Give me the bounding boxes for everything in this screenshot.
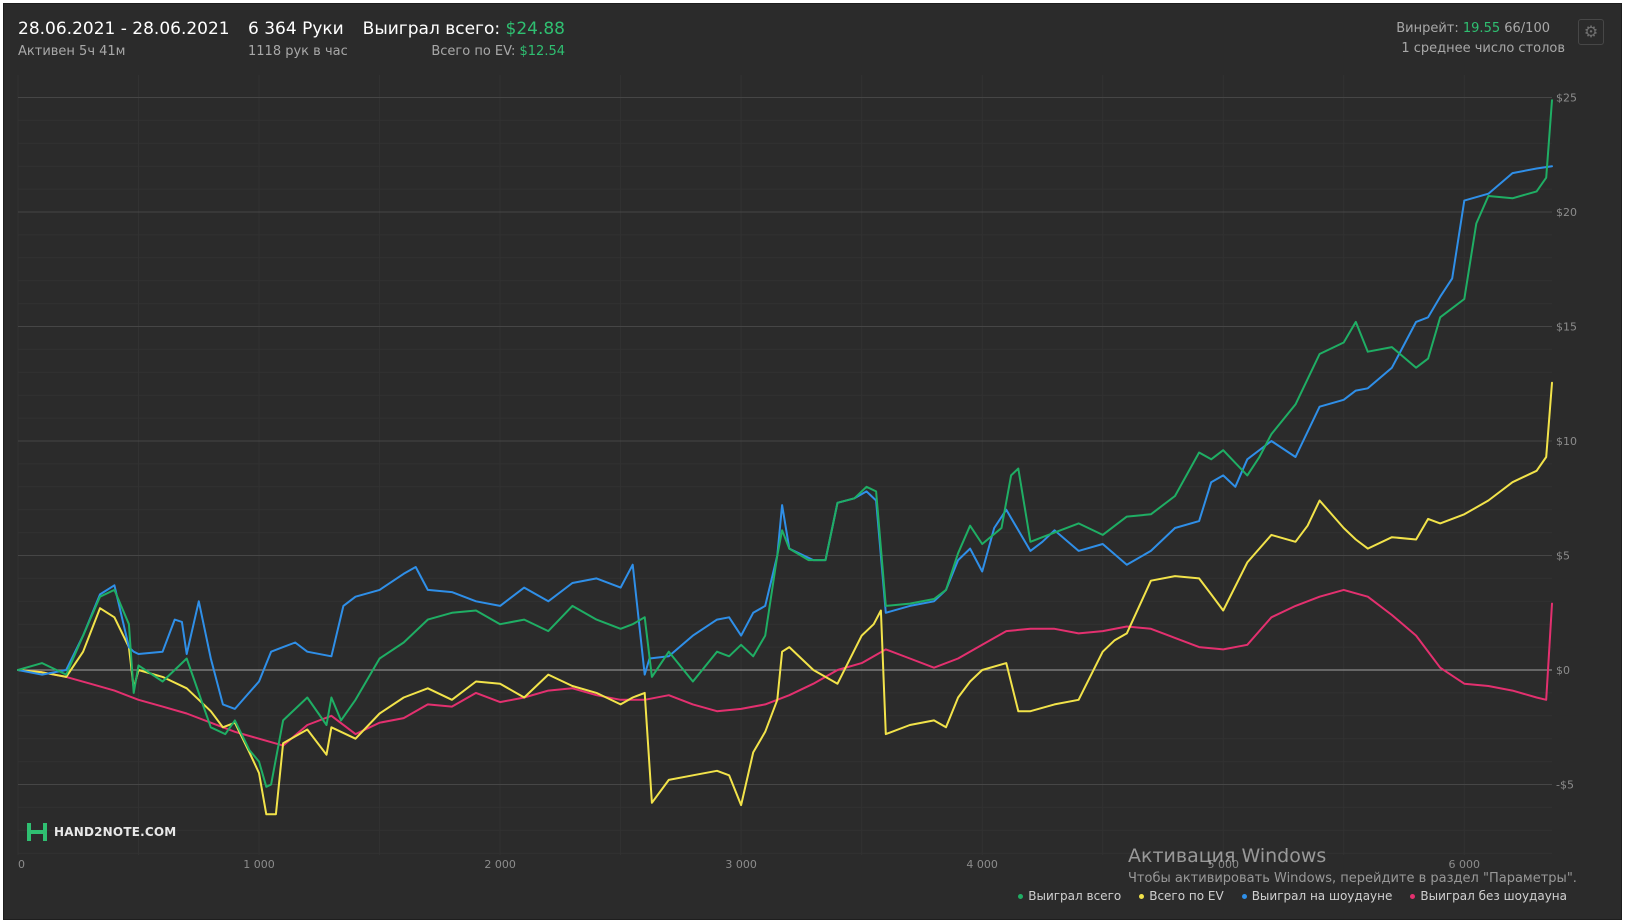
ev-total-value: $12.54 [519,44,566,59]
ev-total-label: Всего по EV: [431,44,516,59]
won-total-label: Выиграл всего: [362,19,501,39]
legend-label: Выиграл без шоудауна [1420,889,1567,903]
logo-text: HAND2NOTE.COM [54,825,177,839]
series-line-1 [17,381,1553,816]
x-tick-label: 3 000 [725,858,757,871]
legend-item-1[interactable]: Всего по EV [1139,889,1224,903]
chart-panel [3,3,1622,920]
y-tick-label: $20 [1556,206,1577,219]
windows-activation-text: Чтобы активировать Windows, перейдите в … [1128,871,1577,886]
windows-activation-title: Активация Windows [1128,845,1327,867]
x-tick-label: 6 000 [1449,858,1481,871]
x-tick-label: 0 [18,858,25,871]
average-tables: 1 среднее число столов [1401,41,1565,56]
series-line-2 [17,165,1553,710]
winrate-value: 19.55 [1462,21,1501,36]
x-tick-label: 4 000 [966,858,998,871]
y-tick-label: $5 [1556,550,1570,563]
x-tick-label: 5 000 [1207,858,1239,871]
won-total-summary: Выиграл всего: $24.88 [363,19,565,39]
x-tick-label: 1 000 [243,858,275,871]
x-tick-label: 2 000 [484,858,516,871]
ev-total-summary: Всего по EV: $12.54 [431,44,565,59]
gear-icon: ⚙ [1583,22,1599,41]
hand2note-logo-icon [27,823,47,841]
winrate-unit: 66/100 [1504,21,1550,36]
hand2note-logo: HAND2NOTE.COM [26,822,176,842]
series-line-0 [17,99,1553,788]
series-line-3 [17,588,1553,747]
winrate: Винрейт: 19.55 66/100 [1396,21,1550,36]
won-total-value: $24.88 [505,19,565,39]
settings-button[interactable]: ⚙ [1578,19,1604,45]
legend-item-0[interactable]: Выиграл всего [1018,889,1121,903]
legend-item-2[interactable]: Выиграл на шоудауне [1241,889,1393,903]
legend-label: Всего по EV [1149,889,1224,903]
legend-dot-icon [1139,893,1145,899]
y-tick-label: $10 [1556,435,1577,448]
y-tick-label: -$5 [1556,779,1574,792]
y-tick-label: $25 [1556,92,1577,105]
chart-legend: Выиграл всего Всего по EV Выиграл на шоуда… [1018,889,1567,903]
y-tick-label: $0 [1556,664,1570,677]
legend-item-3[interactable]: Выиграл без шоудауна [1410,889,1567,903]
legend-label: Выиграл всего [1028,889,1122,903]
legend-dot-icon [1410,893,1416,899]
hands-count: 6 364 Руки [248,19,344,39]
y-tick-label: $15 [1556,321,1577,334]
legend-label: Выиграл на шоудауне [1251,889,1393,903]
legend-dot-icon [1018,893,1024,899]
winrate-label: Винрейт: [1396,21,1459,36]
date-range: 28.06.2021 - 28.06.2021 [18,19,230,39]
hands-per-hour: 1118 рук в час [248,44,348,59]
legend-dot-icon [1241,893,1247,899]
active-time: Активен 5ч 41м [18,44,126,59]
